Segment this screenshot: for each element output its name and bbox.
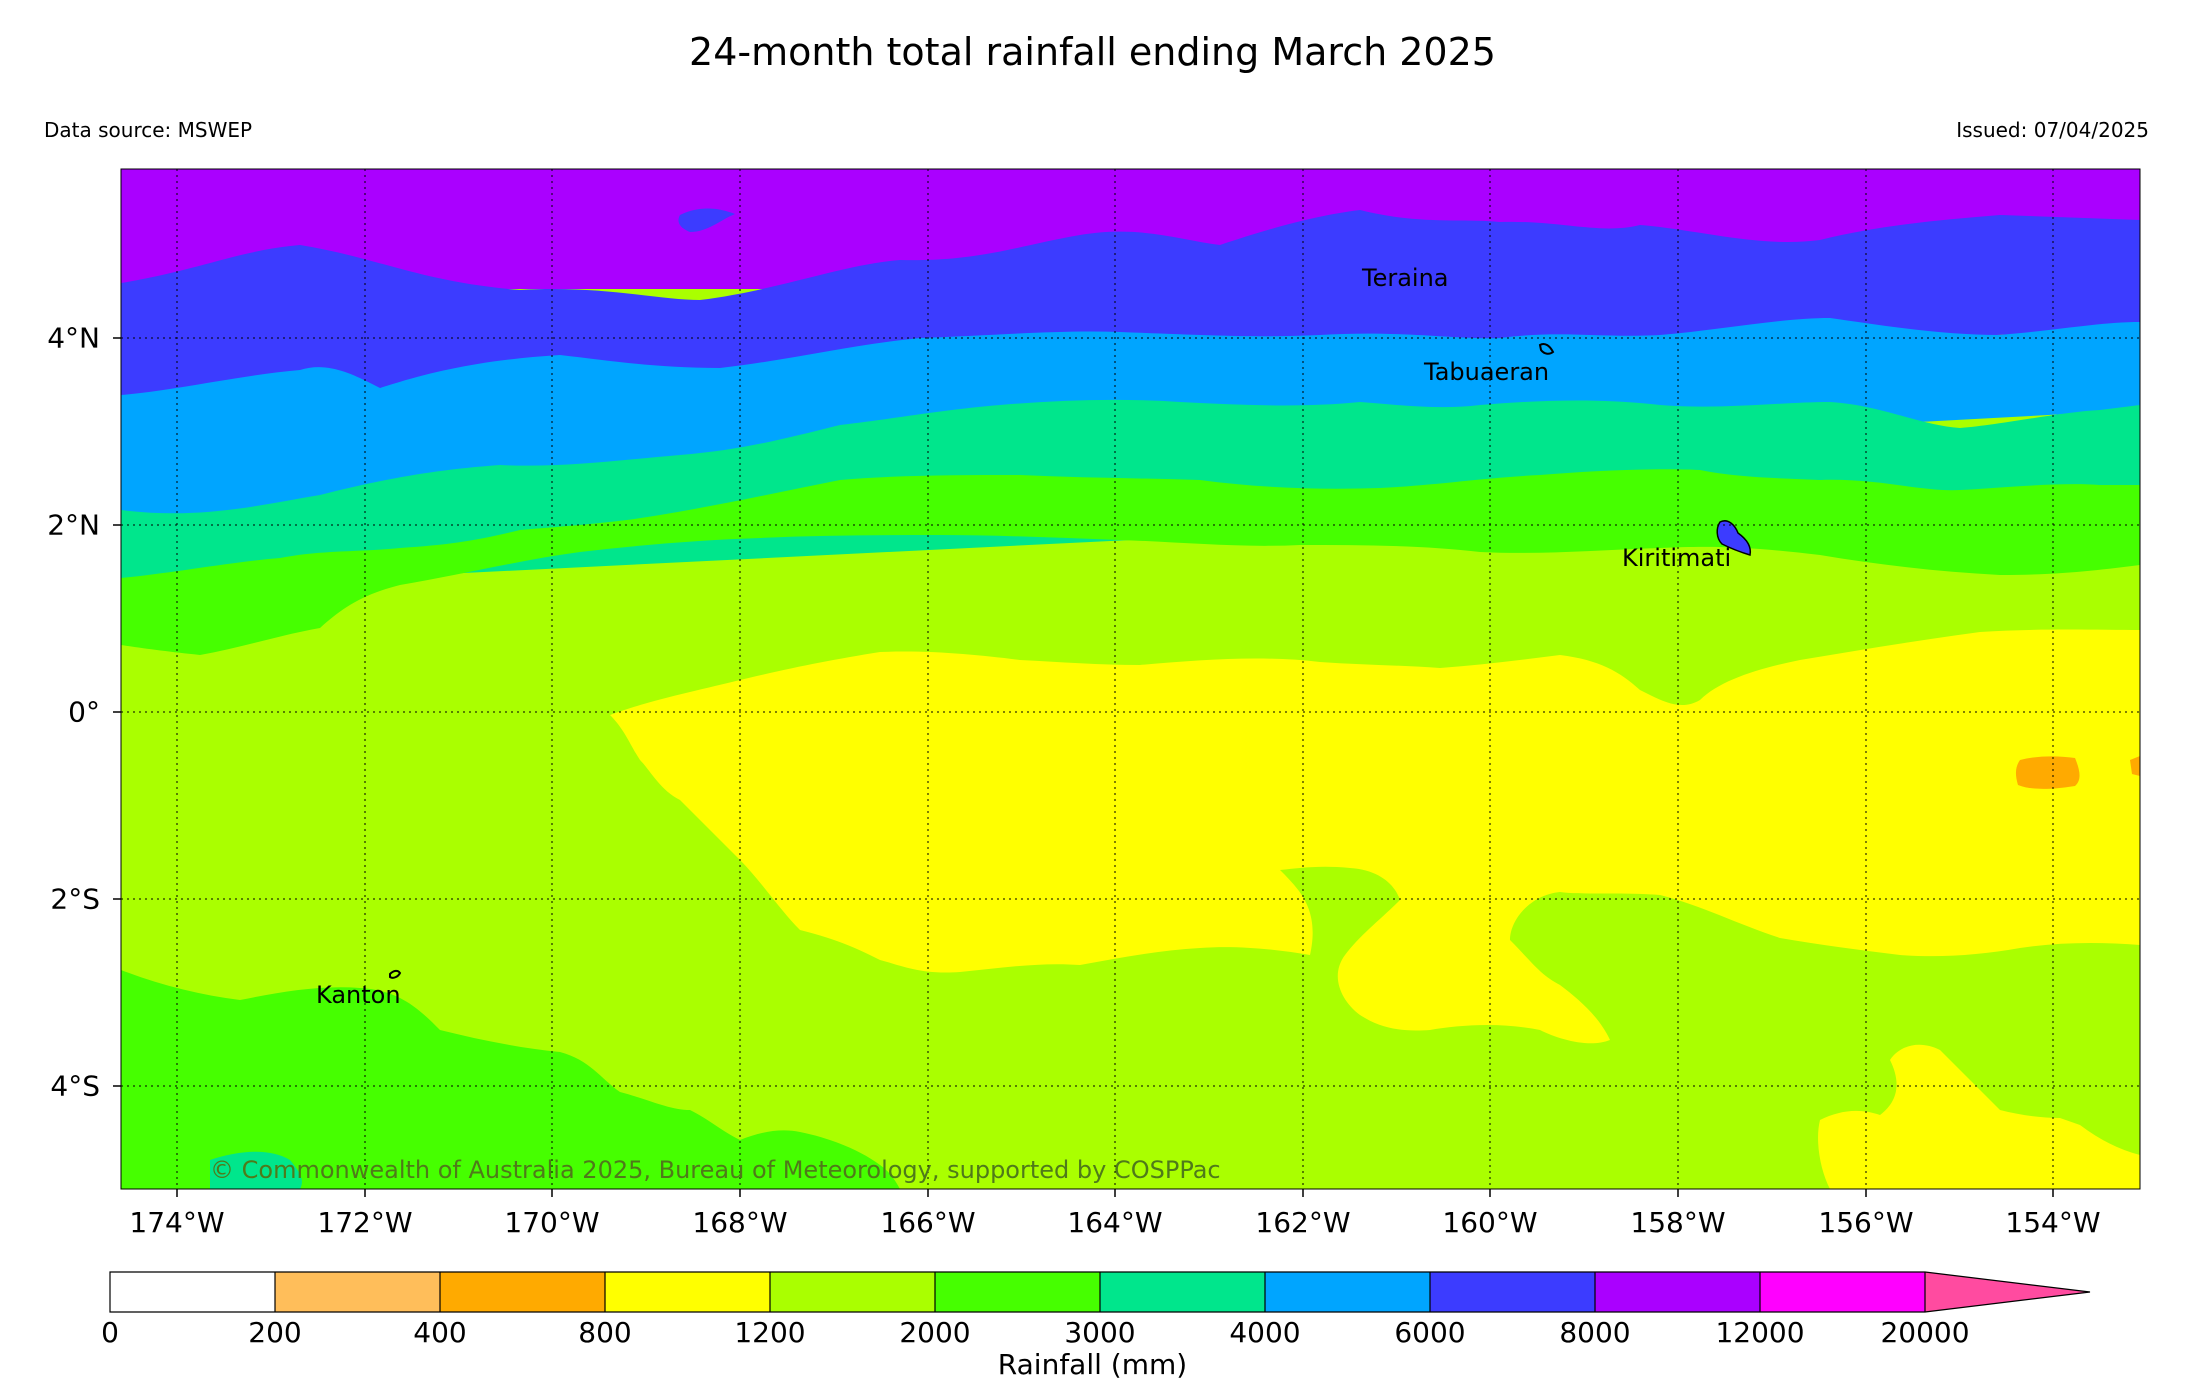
lat-label-2s: 2°S	[50, 882, 100, 916]
colorbar-tick-4000: 4000	[1229, 1316, 1301, 1349]
axis-ticks	[113, 337, 2054, 1197]
colorbar-swatch-1	[275, 1272, 440, 1312]
lat-label-2n: 2°N	[47, 508, 100, 542]
rainfall-contours	[121, 169, 2140, 1189]
colorbar-title: Rainfall (mm)	[997, 1348, 1188, 1381]
copyright-notice: © Commonwealth of Australia 2025, Bureau…	[210, 1156, 1221, 1184]
colorbar-extend-arrow	[1925, 1272, 2090, 1312]
colorbar-swatch-6	[1100, 1272, 1265, 1312]
lat-label-4s: 4°S	[50, 1069, 100, 1103]
colorbar-tick-1200: 1200	[734, 1316, 806, 1349]
lon-label-168w: 168°W	[692, 1206, 788, 1239]
lon-label-162w: 162°W	[1255, 1206, 1351, 1239]
issued-date-label: Issued: 07/04/2025	[1956, 118, 2149, 142]
place-label-teraina: Teraina	[1362, 264, 1449, 292]
colorbar-swatch-7	[1265, 1272, 1430, 1312]
band-400-800-edge	[2130, 756, 2140, 776]
place-label-kanton: Kanton	[316, 981, 401, 1009]
colorbar-swatch-0	[110, 1272, 275, 1312]
colorbar-tick-20000: 20000	[1880, 1316, 1970, 1349]
band-3000-4000-patch	[210, 1151, 302, 1189]
colorbar-swatch-3	[605, 1272, 770, 1312]
colorbar-tick-3000: 3000	[1064, 1316, 1136, 1349]
colorbar-tick-400: 400	[413, 1316, 467, 1349]
map-frame	[120, 168, 2141, 1190]
colorbar-swatch-4	[770, 1272, 935, 1312]
band-6000-8000	[121, 210, 2140, 400]
lon-label-156w: 156°W	[1818, 1206, 1914, 1239]
colorbar-swatch-8	[1430, 1272, 1595, 1312]
lon-label-174w: 174°W	[129, 1206, 225, 1239]
colorbar-swatch-5	[935, 1272, 1100, 1312]
lat-label-4n: 4°N	[47, 321, 100, 355]
colorbar-tick-6000: 6000	[1394, 1316, 1466, 1349]
colorbar	[109, 1271, 2091, 1313]
kanton-island	[389, 969, 402, 979]
tabuaeran-island	[1538, 342, 1555, 355]
colorbar-tick-200: 200	[248, 1316, 302, 1349]
colorbar-swatch-9	[1595, 1272, 1760, 1312]
band-2000-3000-north	[121, 469, 2140, 655]
lon-label-154w: 154°W	[2005, 1206, 2101, 1239]
lon-label-170w: 170°W	[504, 1206, 600, 1239]
colorbar-swatch-10	[1760, 1272, 1925, 1312]
map-title: 24-month total rainfall ending March 202…	[689, 30, 1496, 74]
lon-label-158w: 158°W	[1630, 1206, 1726, 1239]
colorbar-tick-12000: 12000	[1715, 1316, 1805, 1349]
band-2000-3000-south	[121, 970, 900, 1189]
place-label-kiritimati: Kiritimati	[1622, 544, 1732, 572]
colorbar-tick-800: 800	[578, 1316, 632, 1349]
place-label-tabuaeran: Tabuaeran	[1424, 358, 1550, 386]
colorbar-tick-0: 0	[101, 1316, 119, 1349]
colorbar-tick-8000: 8000	[1559, 1316, 1631, 1349]
band-800-1200-southeast	[1818, 1044, 2140, 1189]
data-source-label: Data source: MSWEP	[44, 118, 253, 142]
band-800-1200	[610, 629, 2140, 1044]
kiritimati-island	[1716, 520, 1752, 556]
band-400-800-patch	[2015, 756, 2080, 789]
colorbar-swatch-2	[440, 1272, 605, 1312]
lon-label-166w: 166°W	[880, 1206, 976, 1239]
lon-label-172w: 172°W	[317, 1206, 413, 1239]
lon-label-164w: 164°W	[1067, 1206, 1163, 1239]
band-6000-8000-blob	[678, 208, 735, 232]
colorbar-tick-2000: 2000	[899, 1316, 971, 1349]
lat-label-0: 0°	[68, 695, 100, 729]
graticule	[121, 169, 2140, 1189]
lon-label-160w: 160°W	[1442, 1206, 1538, 1239]
